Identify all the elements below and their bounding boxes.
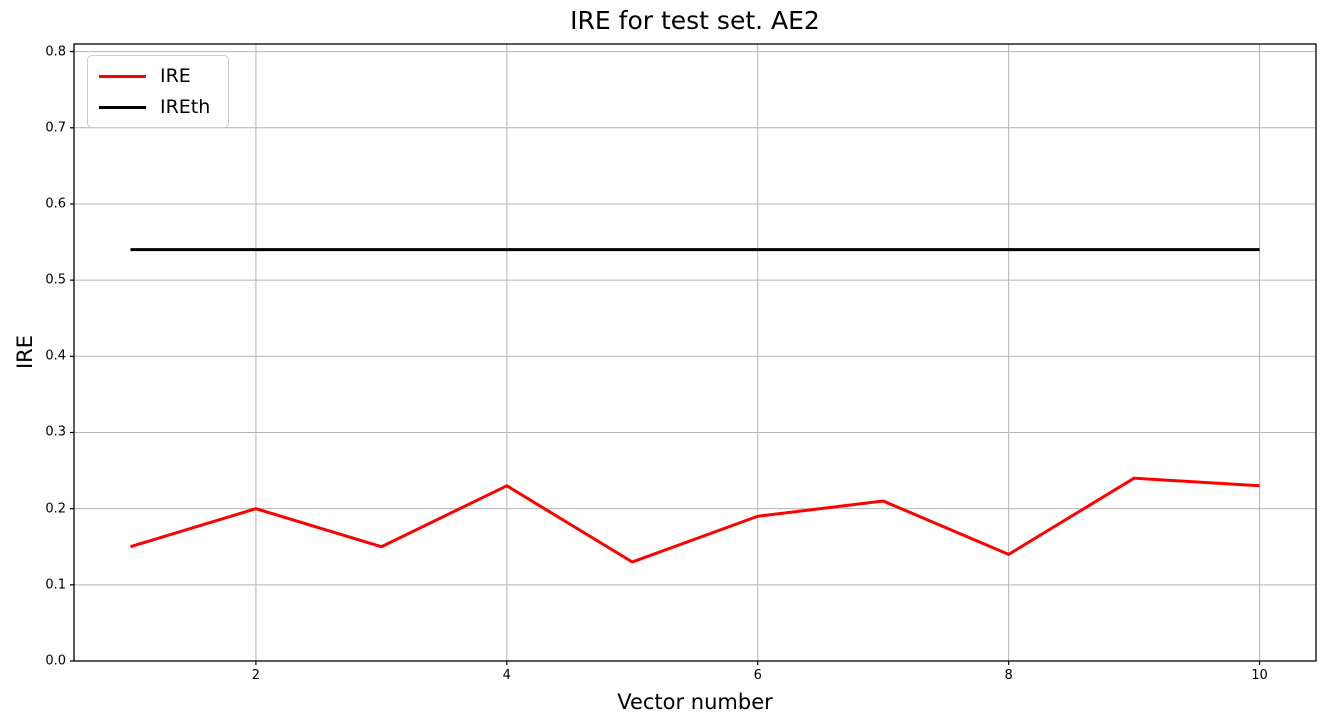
- x-tick-label: 8: [1004, 668, 1013, 683]
- x-tick-label: 2: [251, 668, 261, 683]
- y-tick-label: 0.8: [45, 44, 66, 60]
- legend-label-ireth: IREth: [160, 96, 211, 118]
- legend-row-ire: IRE: [99, 65, 217, 87]
- x-tick-label: 4: [502, 668, 511, 683]
- legend-line-swatch-ire: [99, 74, 146, 78]
- chart-title: IRE for test set. AE2: [570, 6, 820, 35]
- legend: IRE IREth: [87, 55, 229, 128]
- series-line-ire: [130, 476, 1260, 564]
- legend-row-ireth: IREth: [99, 96, 217, 118]
- y-tick-label: 0.6: [45, 196, 66, 212]
- y-tick-label: 0.0: [45, 653, 66, 669]
- y-tick-label: 0.3: [45, 424, 66, 440]
- y-tick-label: 0.5: [45, 272, 66, 288]
- y-tick-label: 0.7: [45, 120, 66, 136]
- y-tick-label: 0.2: [45, 501, 66, 517]
- x-tick-label: 6: [753, 668, 762, 683]
- y-tick-label: 0.4: [45, 348, 66, 364]
- legend-label-ire: IRE: [160, 65, 191, 87]
- legend-line-swatch-ireth: [99, 105, 146, 109]
- x-tick-label: 10: [1251, 668, 1268, 683]
- axes-spines: [73, 43, 1317, 662]
- y-tick-label: 0.1: [45, 577, 66, 593]
- x-axis-label: Vector number: [617, 690, 773, 714]
